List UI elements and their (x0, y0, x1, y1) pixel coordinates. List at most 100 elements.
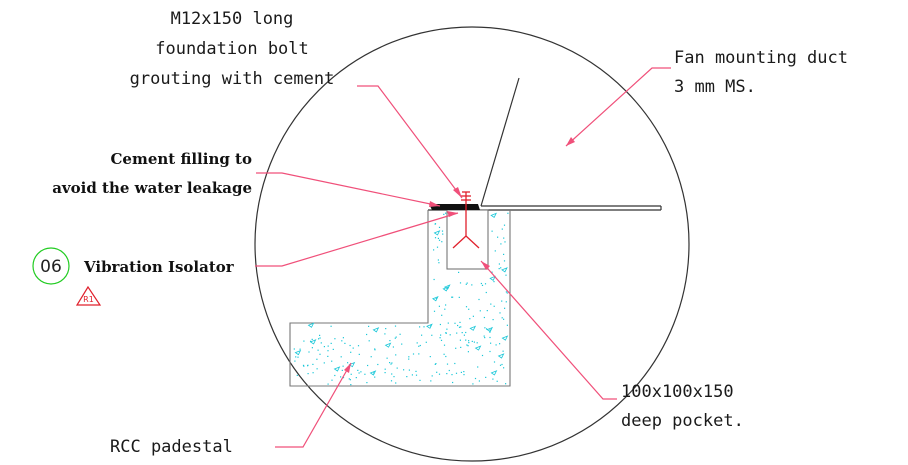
concrete-dot (442, 233, 444, 235)
concrete-dot (468, 340, 470, 342)
concrete-dot (299, 348, 301, 350)
concrete-dot (377, 363, 379, 366)
concrete-dot (483, 335, 485, 337)
concrete-dot (406, 376, 408, 378)
concrete-dot (403, 369, 405, 371)
concrete-dot (342, 365, 344, 367)
detail-circle (254, 26, 690, 462)
cement-leader-arrow (429, 201, 440, 207)
concrete-dot (384, 368, 386, 370)
concrete-dot (440, 334, 442, 336)
concrete-dot (503, 253, 505, 255)
concrete-dot (489, 329, 491, 331)
concrete-dot (366, 333, 368, 336)
concrete-dot (501, 228, 503, 230)
concrete-dot (443, 213, 445, 215)
concrete-dot (452, 381, 454, 384)
concrete-dot (463, 334, 465, 336)
concrete-dot (311, 347, 313, 349)
concrete-dot (498, 263, 500, 265)
concrete-dot (352, 347, 354, 349)
concrete-dot (438, 262, 440, 264)
concrete-dot (458, 326, 461, 328)
concrete-dot (452, 296, 454, 298)
concrete-dot (384, 333, 386, 335)
concrete-dot (441, 230, 444, 232)
concrete-dot (389, 362, 391, 364)
concrete-dot (437, 259, 439, 261)
concrete-dot (319, 337, 321, 339)
concrete-dot (434, 223, 437, 225)
leader-lines (255, 67, 671, 448)
concrete-dot (492, 378, 494, 380)
concrete-dot (445, 304, 447, 306)
concrete-dot (349, 344, 351, 347)
concrete-dot (415, 374, 418, 376)
bolt-label-line1: M12x150 long (171, 9, 294, 29)
concrete-dot (435, 297, 437, 299)
concrete-dot (436, 371, 438, 373)
concrete-aggregate (348, 361, 356, 368)
concrete-dot (440, 339, 443, 341)
concrete-dot (491, 271, 493, 273)
concrete-dot (489, 336, 491, 339)
concrete-dot (396, 367, 398, 369)
concrete-dot (384, 372, 386, 374)
concrete-dot (390, 380, 393, 382)
concrete-dot (431, 375, 433, 377)
concrete-dot (394, 337, 396, 339)
concrete-aggregate (294, 349, 302, 356)
concrete-dot (312, 372, 314, 374)
concrete-dot (423, 326, 425, 328)
concrete-aggregate (474, 345, 482, 351)
bolt-label-line3: grouting with cement (130, 69, 335, 89)
concrete-dot (505, 274, 507, 276)
concrete-dot (504, 241, 506, 243)
cement-leader (256, 172, 441, 207)
concrete-dot (496, 380, 498, 382)
concrete-aggregate (501, 267, 508, 273)
cement-label-line2: avoid the water leakage (52, 179, 252, 197)
concrete-dot (443, 353, 445, 355)
concrete-dot (465, 283, 467, 285)
concrete-dot (429, 356, 431, 358)
concrete-dot (500, 243, 502, 245)
concrete-dot (501, 300, 503, 302)
concrete-dot (323, 346, 325, 348)
concrete-dot (503, 224, 506, 226)
concrete-dot (350, 373, 352, 375)
concrete-dot (445, 212, 447, 214)
concrete-dot (505, 301, 507, 303)
concrete-dot (505, 291, 507, 293)
concrete-dot (445, 332, 447, 334)
bolt-leader (357, 85, 463, 199)
concrete-dot (459, 282, 462, 284)
concrete-dot (294, 360, 296, 362)
concrete-dot (350, 351, 352, 353)
concrete-dot (446, 373, 448, 375)
concrete-aggregate (369, 370, 377, 376)
concrete-dot (334, 374, 336, 377)
concrete-dot (319, 353, 321, 355)
concrete-dot (495, 344, 497, 346)
concrete-dot (395, 354, 397, 356)
concrete-dot (493, 281, 495, 283)
concrete-dot (439, 323, 441, 326)
concrete-dot (493, 305, 495, 307)
concrete-dot (331, 379, 333, 381)
concrete-dot (412, 353, 415, 355)
concrete-dot (357, 369, 359, 371)
concrete-dot (459, 321, 461, 323)
concrete-dot (493, 361, 496, 363)
concrete-dot (445, 355, 447, 358)
concrete-dot (484, 327, 486, 329)
concrete-dot (303, 340, 305, 342)
concrete-dot (317, 349, 319, 351)
concrete-dot (471, 340, 473, 342)
concrete-dot (327, 350, 329, 352)
concrete-dot (465, 331, 467, 334)
concrete-dot (501, 363, 503, 366)
concrete-dot (395, 336, 397, 338)
concrete-dot (448, 369, 450, 372)
concrete-dot (502, 350, 504, 352)
